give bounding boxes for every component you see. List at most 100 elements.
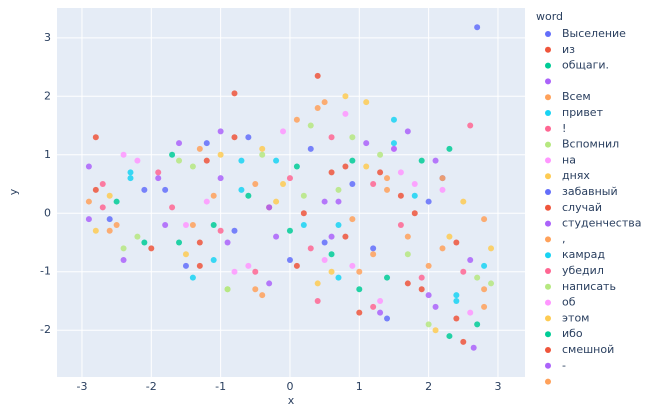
point [439, 175, 446, 182]
point [300, 210, 307, 217]
point [432, 327, 439, 334]
point [92, 186, 99, 193]
point [293, 262, 300, 269]
point [300, 192, 307, 199]
point [252, 268, 259, 275]
y-tick-label: -1 [40, 265, 51, 278]
point [349, 262, 356, 269]
legend-label: этом [562, 311, 589, 324]
point [162, 186, 169, 193]
point [300, 221, 307, 228]
legend-label: - [562, 359, 566, 372]
point [404, 280, 411, 287]
point [425, 321, 432, 328]
point [460, 268, 467, 275]
point [217, 227, 224, 234]
point [307, 245, 314, 252]
point [245, 134, 252, 141]
point [342, 110, 349, 117]
point [356, 268, 363, 275]
point [182, 262, 189, 269]
point [439, 186, 446, 193]
point [349, 216, 356, 223]
point [425, 262, 432, 269]
point [328, 268, 335, 275]
point [307, 122, 314, 129]
point [384, 274, 391, 281]
legend-swatch [545, 78, 551, 85]
point [176, 140, 183, 147]
legend-label: , [562, 232, 566, 245]
point [148, 245, 155, 252]
point [127, 169, 134, 176]
legend-swatch [545, 331, 551, 338]
x-tick-label: 1 [356, 380, 363, 393]
y-tick-label: -2 [40, 323, 51, 336]
point [335, 221, 342, 228]
point [321, 198, 328, 205]
point [252, 181, 259, 188]
point [404, 128, 411, 135]
legend-label: забавный [562, 185, 618, 198]
legend-label: ибо [562, 327, 583, 340]
point [106, 227, 113, 234]
legend-label: привет [562, 106, 604, 119]
point [335, 186, 342, 193]
legend-swatch [545, 268, 551, 274]
point [321, 257, 328, 264]
point [481, 216, 488, 223]
point [286, 227, 293, 234]
legend-swatch [545, 347, 551, 353]
point [217, 175, 224, 182]
point [370, 303, 377, 310]
x-axis-title: x [288, 394, 295, 407]
point [411, 192, 418, 199]
point [356, 286, 363, 293]
legend-label: об [562, 296, 576, 309]
point [314, 297, 321, 304]
point [134, 157, 141, 164]
point [363, 99, 370, 106]
point [314, 72, 321, 79]
point [481, 286, 488, 293]
point [189, 274, 196, 281]
legend-label: общаги. [562, 59, 609, 72]
legend-swatch [545, 189, 551, 195]
point [418, 157, 425, 164]
point [189, 221, 196, 228]
point [321, 99, 328, 106]
point [384, 175, 391, 182]
plot-area [57, 8, 525, 377]
point [141, 186, 148, 193]
point [280, 128, 287, 135]
legend-label: убедил [562, 264, 604, 277]
point [349, 134, 356, 141]
point [446, 233, 453, 240]
point [203, 198, 210, 205]
point [411, 210, 418, 217]
legend-label: Всем [562, 90, 591, 103]
point [203, 140, 210, 147]
legend-swatch [545, 31, 551, 37]
legend-label: из [562, 43, 575, 56]
point [363, 140, 370, 147]
point [245, 262, 252, 269]
point [467, 122, 474, 129]
x-tick-label: -3 [76, 380, 87, 393]
point [446, 145, 453, 152]
point [446, 333, 453, 340]
point [280, 181, 287, 188]
point [189, 163, 196, 170]
point [453, 315, 460, 322]
point [321, 239, 328, 246]
point [411, 181, 418, 188]
point [286, 175, 293, 182]
legend-swatch [545, 204, 551, 211]
point [120, 257, 127, 264]
point [377, 297, 384, 304]
point [474, 24, 481, 31]
point [404, 233, 411, 240]
point [432, 157, 439, 164]
point [370, 245, 377, 252]
point [231, 90, 238, 97]
